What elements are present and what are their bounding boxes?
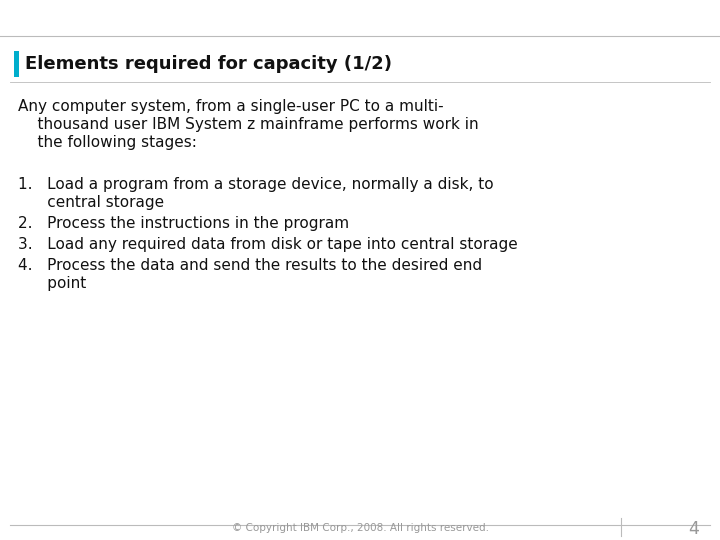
Text: 2.   Process the instructions in the program: 2. Process the instructions in the progr… bbox=[18, 217, 349, 232]
Text: 4: 4 bbox=[688, 519, 700, 538]
FancyBboxPatch shape bbox=[14, 51, 19, 77]
Text: 3.   Load any required data from disk or tape into central storage: 3. Load any required data from disk or t… bbox=[18, 238, 518, 253]
Text: 4.   Process the data and send the results to the desired end: 4. Process the data and send the results… bbox=[18, 259, 482, 273]
Text: Elements required for capacity (1/2): Elements required for capacity (1/2) bbox=[25, 56, 392, 73]
Text: thousand user IBM System z mainframe performs work in: thousand user IBM System z mainframe per… bbox=[18, 118, 479, 132]
Text: the following stages:: the following stages: bbox=[18, 136, 197, 151]
Text: point: point bbox=[18, 276, 86, 292]
Text: central storage: central storage bbox=[18, 195, 164, 211]
Text: © Copyright IBM Corp., 2008. All rights reserved.: © Copyright IBM Corp., 2008. All rights … bbox=[232, 523, 488, 532]
Text: IBM: IBM bbox=[679, 10, 704, 24]
Text: Any computer system, from a single-user PC to a multi-: Any computer system, from a single-user … bbox=[18, 99, 444, 114]
Text: 1.   Load a program from a storage device, normally a disk, to: 1. Load a program from a storage device,… bbox=[18, 178, 494, 192]
Text: Introduction to the new mainframe: Introduction to the new mainframe bbox=[13, 10, 232, 23]
